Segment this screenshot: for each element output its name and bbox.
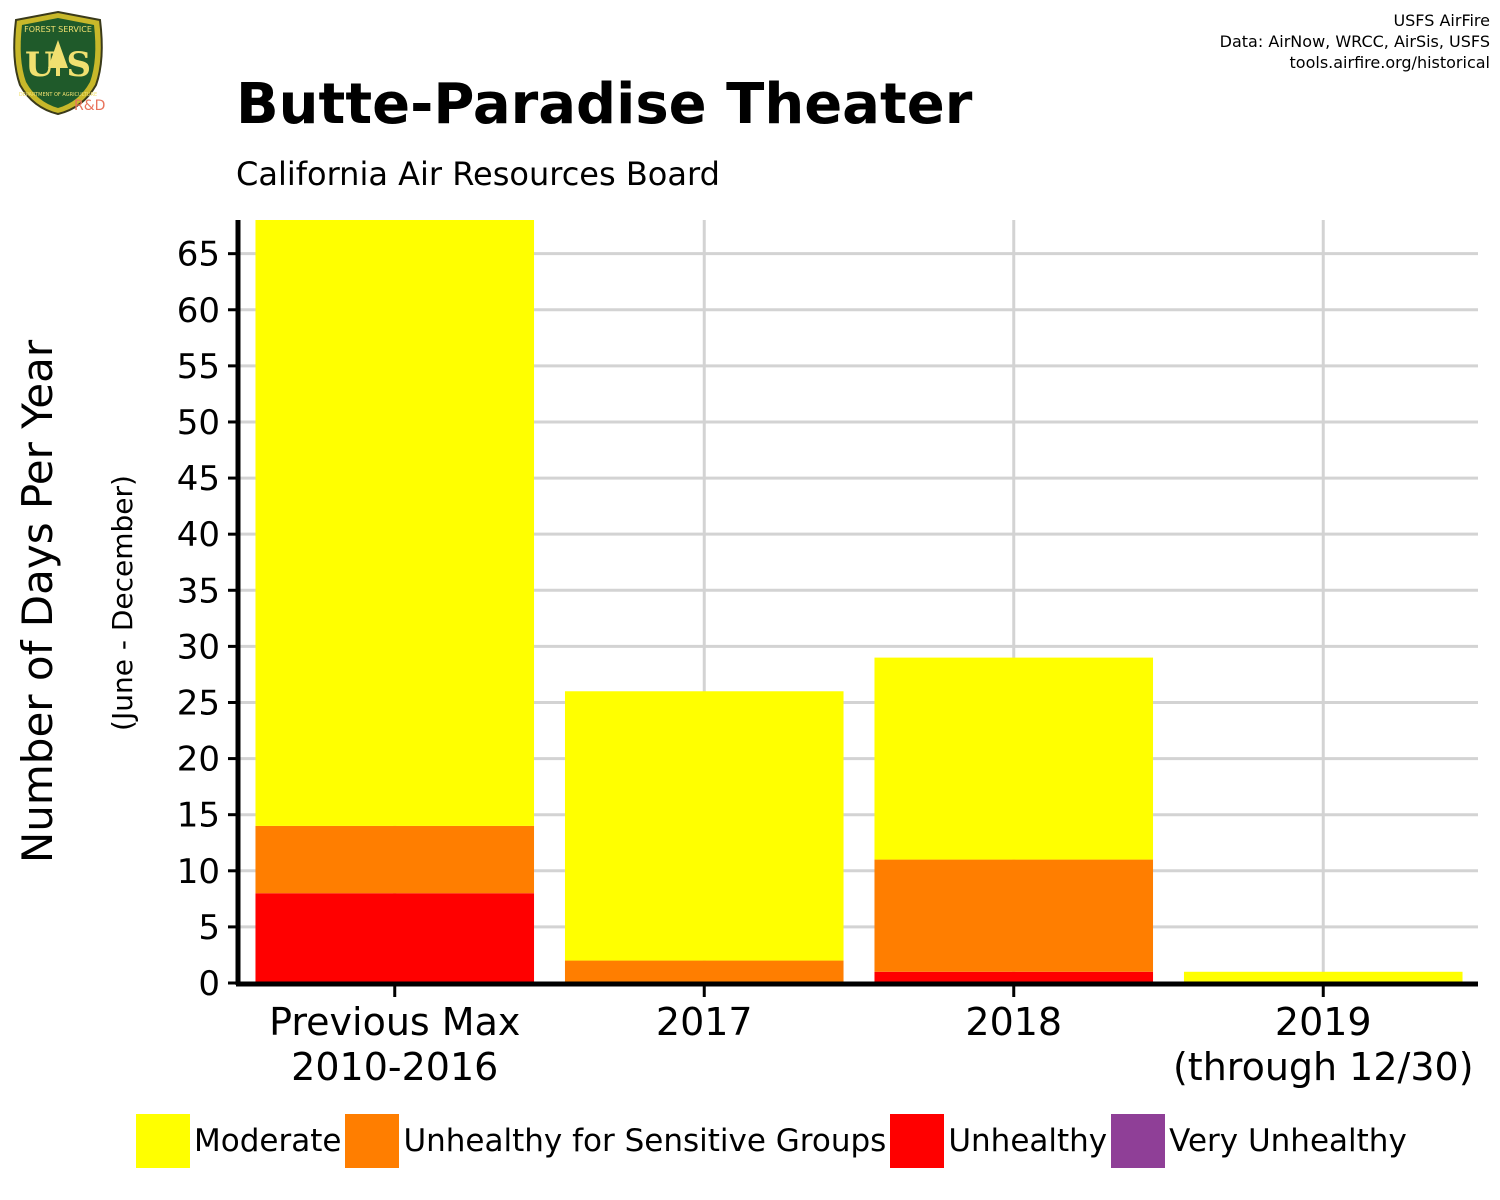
y-axis-subtitle: (June - December): [106, 475, 139, 731]
y-tick-label: 20: [177, 740, 220, 780]
bar-segment: [874, 859, 1154, 972]
y-tick-label: 60: [177, 291, 220, 331]
bar-segment: [564, 691, 844, 961]
x-tick-label: 2018: [965, 1000, 1062, 1044]
logo-top-text: FOREST SERVICE: [24, 25, 92, 34]
credit-line: Data: AirNow, WRCC, AirSis, USFS: [1219, 32, 1490, 51]
bar-segment: [564, 960, 844, 983]
legend: Moderate Unhealthy for Sensitive Groups Un…: [136, 1113, 1411, 1169]
legend-item: Unhealthy for Sensitive Groups: [345, 1114, 886, 1168]
bar-segment: [255, 825, 535, 894]
x-tick-label: (through 12/30): [1173, 1045, 1474, 1089]
bars: [255, 220, 1463, 983]
legend-swatch: [890, 1114, 945, 1168]
x-tick-label: 2019: [1275, 1000, 1372, 1044]
x-tick-label: Previous Max: [269, 1000, 520, 1044]
legend-swatch: [1111, 1114, 1166, 1168]
logo-bottom-text: DEPARTMENT OF AGRICULTURE: [19, 92, 97, 98]
legend-label: Moderate: [194, 1123, 342, 1159]
x-tick-label: 2010-2016: [291, 1045, 498, 1089]
bar-segment: [255, 220, 535, 826]
logo-tree-shape: [48, 40, 68, 68]
logo-rd-tag: R&D: [74, 98, 106, 114]
y-tick-label: 65: [177, 235, 220, 275]
bar-segment: [1183, 971, 1463, 983]
y-tick-label: 50: [177, 403, 220, 443]
y-tick-label: 40: [177, 515, 220, 555]
bar-segment: [874, 971, 1154, 983]
legend-swatch: [136, 1114, 190, 1168]
legend-item: Moderate: [136, 1114, 341, 1168]
legend-label: Unhealthy for Sensitive Groups: [403, 1123, 887, 1159]
legend-item: Unhealthy: [890, 1114, 1107, 1168]
legend-label: Unhealthy: [948, 1123, 1108, 1159]
y-tick-label: 15: [177, 796, 220, 836]
y-tick-label: 55: [177, 347, 220, 387]
y-tick-label: 30: [177, 627, 220, 667]
y-tick-label: 45: [177, 459, 220, 499]
y-tick-label: 35: [177, 571, 220, 611]
y-axis-title: Number of Days Per Year: [13, 339, 62, 863]
legend-item: Very Unhealthy: [1111, 1114, 1407, 1168]
y-tick-label: 0: [198, 964, 220, 1004]
credit-line: tools.airfire.org/historical: [1289, 53, 1490, 72]
chart-subtitle: California Air Resources Board: [236, 155, 720, 193]
bar-segment: [255, 893, 535, 983]
y-tick-label: 25: [177, 683, 220, 723]
credit-line: USFS AirFire: [1393, 11, 1490, 30]
x-tick-label: 2017: [656, 1000, 753, 1044]
bar-segment: [874, 657, 1154, 860]
usfs-logo: FOREST SERVICE U S DEPARTMENT OF AGRICUL…: [8, 10, 108, 116]
y-tick-label: 5: [198, 908, 220, 948]
chart-title: Butte-Paradise Theater: [236, 72, 973, 137]
legend-label: Very Unhealthy: [1169, 1123, 1407, 1159]
usfs-shield-icon: FOREST SERVICE U S DEPARTMENT OF AGRICUL…: [13, 10, 103, 116]
axes: [228, 220, 1478, 997]
legend-swatch: [345, 1114, 400, 1168]
y-tick-label: 10: [177, 852, 220, 892]
credits: USFS AirFire Data: AirNow, WRCC, AirSis,…: [1220, 10, 1490, 73]
